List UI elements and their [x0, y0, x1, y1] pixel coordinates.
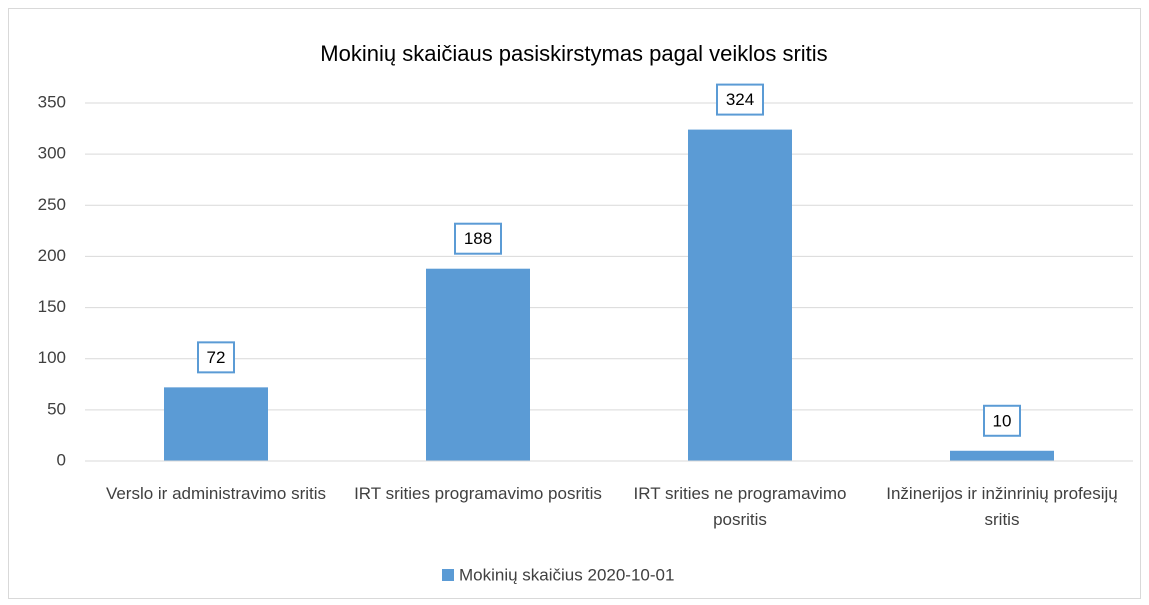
y-tick-label: 0 [57, 450, 66, 469]
chart-border [8, 8, 1141, 599]
y-tick-label: 250 [38, 195, 66, 214]
data-label: 324 [726, 90, 754, 109]
data-label-box [197, 341, 235, 374]
data-label-box [716, 83, 764, 116]
data-label: 10 [993, 411, 1012, 430]
bar [164, 387, 268, 461]
bar [426, 268, 530, 461]
data-label: 72 [207, 348, 226, 367]
bar [688, 129, 792, 461]
legend-label: Mokinių skaičius 2020-10-01 [459, 565, 674, 584]
y-tick-label: 50 [47, 399, 66, 418]
chart-title: Mokinių skaičiaus pasiskirstymas pagal v… [320, 41, 827, 66]
data-label-box [454, 222, 502, 255]
y-tick-label: 300 [38, 144, 66, 163]
data-label-box [983, 404, 1021, 437]
bar [950, 450, 1054, 461]
y-tick-label: 200 [38, 246, 66, 265]
x-tick-label: IRT srities ne programavimo posritis [633, 484, 847, 529]
x-tick-label: IRT srities programavimo posritis [354, 484, 602, 503]
legend-swatch [442, 569, 454, 581]
y-tick-label: 350 [38, 92, 66, 111]
x-tick-label: Verslo ir administravimo sritis [105, 484, 327, 503]
y-tick-label: 100 [38, 348, 66, 367]
y-tick-label: 150 [38, 297, 66, 316]
data-label: 188 [464, 229, 492, 248]
x-tick-label: Inžinerijos ir inžinrinių profesijų srit… [886, 484, 1118, 529]
